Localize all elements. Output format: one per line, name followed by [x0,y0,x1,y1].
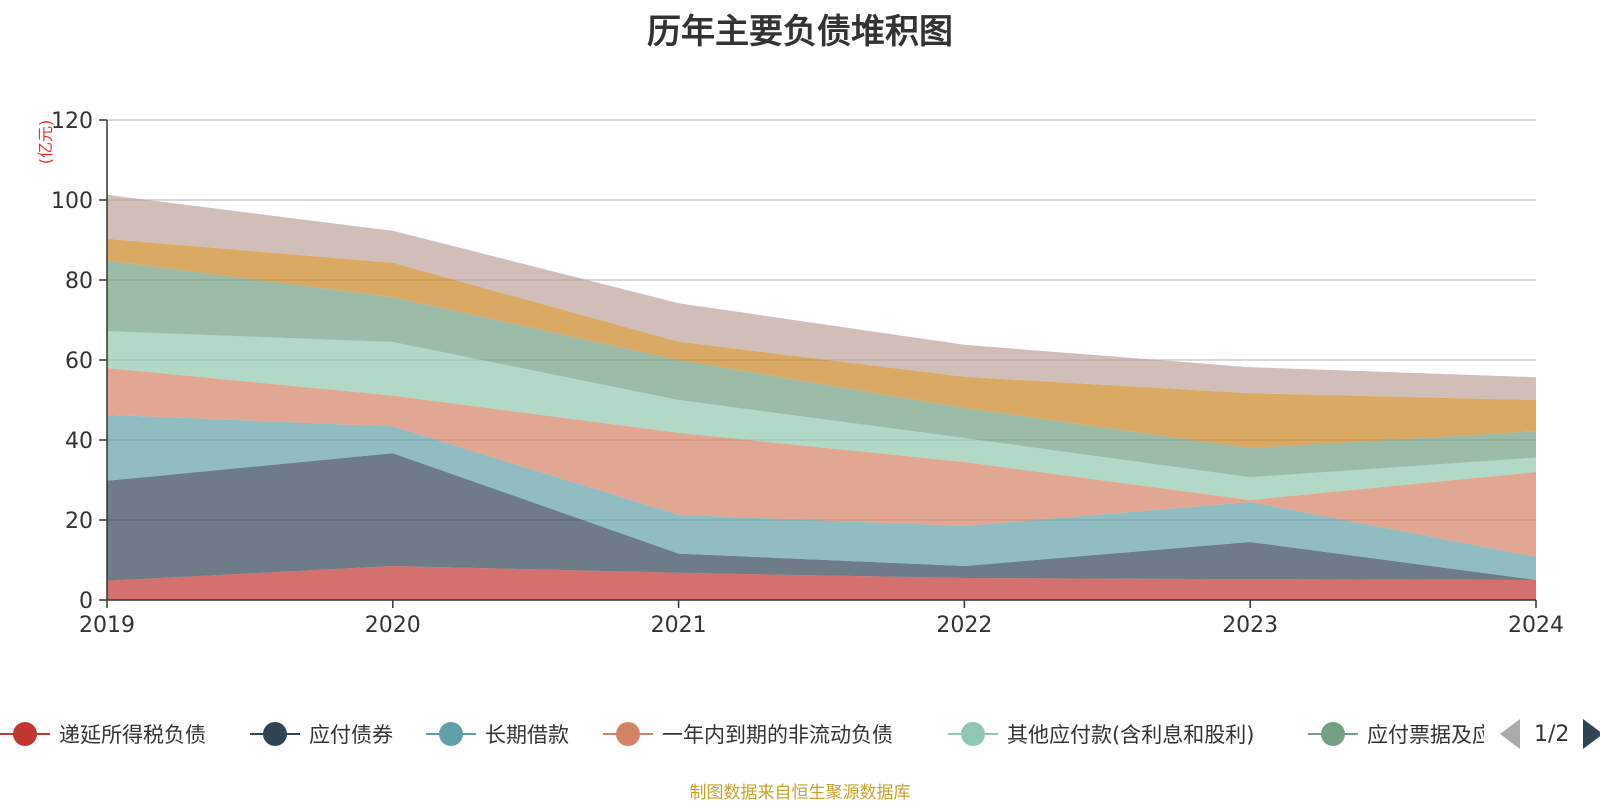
y-tick-label: 100 [51,189,93,214]
legend-label: 应付债券 [309,723,393,747]
y-tick-label: 120 [51,109,93,134]
legend-item-1[interactable]: 递延所得税负债 [0,716,206,752]
area-series-7[interactable] [107,238,1536,448]
legend-item-4[interactable]: 一年内到期的非流动负债 [603,716,893,752]
area-series-6[interactable] [107,260,1536,478]
legend-marker-icon [0,720,50,748]
legend-marker-icon [426,720,476,748]
legend: 递延所得税负债 应付债券 长期借款 一年内到期的非流动负债 其他应付款(含利息和股利) 应… [0,700,1484,760]
legend-item-3[interactable]: 长期借款 [426,716,569,752]
x-tick-label: 2020 [365,613,421,638]
x-tick-label: 2023 [1222,613,1278,638]
area-series-8[interactable] [107,194,1536,400]
legend-pager: 1/2 [1500,716,1600,752]
legend-marker-icon [1308,720,1358,748]
area-series-4[interactable] [107,368,1536,557]
legend-page-indicator: 1/2 [1534,721,1570,747]
y-tick-label: 80 [65,269,93,294]
legend-label: 一年内到期的非流动负债 [662,723,893,747]
area-series-1[interactable] [107,566,1536,600]
y-axis-unit-label: (亿元) [36,120,55,165]
x-tick-label: 2024 [1508,613,1564,638]
legend-marker-icon [250,720,300,748]
legend-label: 长期借款 [485,723,569,747]
area-series-3[interactable] [107,414,1536,580]
area-series-5[interactable] [107,331,1536,500]
legend-prev-arrow-icon[interactable] [1500,719,1520,749]
legend-label: 其他应付款(含利息和股利) [1007,723,1255,747]
x-tick-label: 2019 [79,613,135,638]
legend-item-6[interactable]: 应付票据及应付账款 [1308,716,1484,752]
axes: 0 20 40 60 80 100 120 2019 2020 2021 2022 2023 2024 [51,109,1564,638]
legend-item-2[interactable]: 应付债券 [250,716,393,752]
legend-marker-icon [948,720,998,748]
y-tick-label: 20 [65,509,93,534]
y-tick-label: 40 [65,429,93,454]
x-tick-label: 2022 [936,613,992,638]
legend-label: 递延所得税负债 [59,723,206,747]
x-tick-label: 2021 [651,613,707,638]
legend-next-arrow-icon[interactable] [1583,719,1600,749]
y-tick-label: 0 [79,589,93,614]
legend-label: 应付票据及应付账款 [1367,723,1484,747]
legend-item-5[interactable]: 其他应付款(含利息和股利) [948,716,1254,752]
chart-title: 历年主要负债堆积图 [647,12,953,52]
area-series-2[interactable] [107,453,1536,581]
y-tick-label: 60 [65,349,93,374]
area-series-layer [107,194,1536,600]
legend-marker-icon [603,720,653,748]
source-note: 制图数据来自恒生聚源数据库 [689,783,911,803]
